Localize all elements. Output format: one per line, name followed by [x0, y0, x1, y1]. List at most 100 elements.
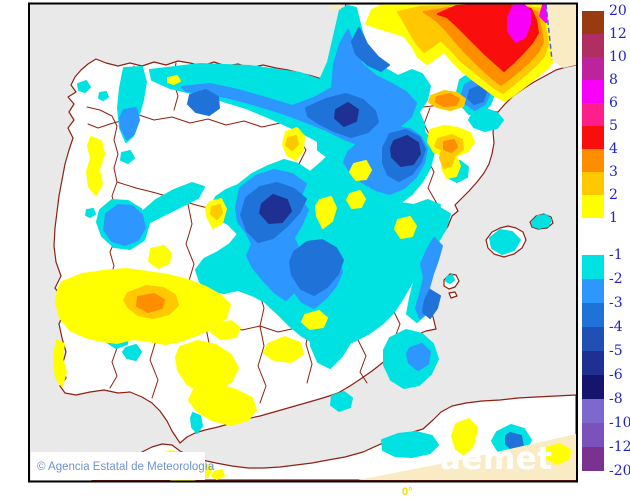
anomaly-blob — [351, 27, 390, 72]
colorbar-swatch — [582, 399, 604, 423]
out-of-domain-top-notch — [329, 4, 341, 10]
anomaly-blob — [190, 412, 203, 434]
colorbar-swatch — [582, 34, 604, 57]
colorbar-label: 8 — [609, 72, 618, 88]
anomaly-blob — [141, 182, 205, 224]
anomaly-blob — [210, 204, 223, 220]
credit-text: © Agencia Estatal de Meteorología — [37, 461, 215, 473]
anomaly-blob — [422, 289, 441, 319]
colorbar-label: -4 — [609, 319, 623, 335]
colorbar-label: -2 — [609, 271, 623, 287]
anomaly-blob — [53, 339, 67, 387]
colorbar-swatch — [582, 303, 604, 327]
anomaly-blob — [349, 160, 372, 181]
colorbar: 20 12 10 8 6 5 4 3 2 1 -1 -2 -3 -4 -5 -6 -8 -10 -12 -20 — [580, 0, 630, 500]
anomaly-blob — [187, 89, 220, 116]
colorbar-swatch — [582, 57, 604, 80]
colorbar-swatch — [582, 327, 604, 351]
anomaly-blob — [301, 310, 328, 330]
anomaly-blob — [136, 293, 165, 313]
colorbar-swatch — [582, 80, 604, 103]
anomaly-blob — [451, 418, 478, 457]
anomaly-blob — [285, 135, 299, 151]
anomaly-blob — [122, 344, 142, 361]
colorbar-swatch — [582, 255, 604, 279]
colorbar-label: -8 — [609, 391, 623, 407]
out-of-domain-top-right — [546, 4, 576, 68]
out-of-domain-regions — [329, 4, 576, 480]
formentera-island — [448, 291, 458, 299]
colorbar-label: -10 — [609, 415, 630, 431]
colorbar-swatch — [582, 279, 604, 303]
anomaly-blob — [507, 4, 531, 43]
province-border-line — [257, 325, 267, 404]
anomaly-blob — [315, 196, 337, 229]
anomaly-blob — [167, 75, 181, 85]
colorbar-label: 5 — [609, 118, 618, 134]
anomaly-blobs — [53, 4, 556, 481]
colorbar-swatch — [582, 103, 604, 126]
anomaly-blob — [85, 208, 96, 218]
colorbar-label: 20 — [609, 3, 627, 19]
colorbar-label: 6 — [609, 95, 618, 111]
province-border-line — [357, 339, 368, 384]
anomaly-blob — [77, 80, 91, 93]
colorbar-swatch — [582, 447, 604, 471]
colorbar-label: 4 — [609, 141, 618, 157]
colorbar-swatch — [582, 375, 604, 399]
anomaly-blob — [330, 391, 353, 412]
aemet-watermark: aemet — [440, 441, 553, 477]
colorbar-label: -6 — [609, 367, 623, 383]
anomaly-blob — [415, 237, 443, 319]
anomaly-blob — [148, 245, 172, 269]
domain-edge-dashed-line — [545, 4, 553, 61]
colorbar-label: -12 — [609, 439, 630, 455]
anomaly-blob — [381, 431, 439, 458]
colorbar-label: -1 — [609, 247, 623, 263]
anomaly-blob — [531, 214, 552, 229]
anomaly-blob — [489, 229, 521, 255]
anomaly-blob — [98, 91, 109, 101]
anomaly-blob — [334, 102, 359, 127]
anomaly-blob — [263, 336, 304, 363]
anomaly-blob — [120, 150, 135, 164]
africa-landmass — [91, 394, 576, 481]
out-of-domain-bottom-right — [358, 434, 576, 480]
anomaly-blob — [390, 135, 421, 167]
longitude-label: 0° — [402, 486, 413, 498]
colorbar-swatch — [582, 195, 604, 218]
map-frame — [28, 2, 578, 483]
anomaly-blob — [86, 136, 105, 196]
anomaly-blob — [346, 190, 366, 209]
anomaly-blob — [406, 343, 431, 371]
anomaly-blob — [211, 469, 225, 480]
credit-background — [31, 452, 205, 480]
anomaly-blob — [545, 443, 571, 465]
anomaly-blob — [445, 274, 455, 284]
anomaly-blob — [289, 239, 344, 296]
anomaly-blob — [259, 194, 292, 224]
anomaly-blob — [119, 107, 140, 140]
colorbar-label: -3 — [609, 295, 623, 311]
anomaly-blob — [103, 204, 146, 246]
colorbar-swatch — [582, 126, 604, 149]
colorbar-label: 3 — [609, 164, 618, 180]
colorbar-label: -5 — [609, 343, 623, 359]
credit-block: © Agencia Estatal de Meteorología — [31, 452, 215, 480]
colorbar-swatch — [582, 11, 604, 34]
colorbar-label: 2 — [609, 187, 618, 203]
colorbar-swatch — [582, 351, 604, 375]
anomaly-blob — [188, 383, 257, 426]
province-border-line — [135, 103, 293, 128]
colorbar-swatch — [582, 172, 604, 195]
anomaly-blob — [443, 139, 458, 153]
colorbar-label: 10 — [609, 49, 627, 65]
colorbar-label: -20 — [609, 463, 630, 479]
colorbar-swatch — [582, 149, 604, 172]
anomaly-blob — [435, 93, 460, 107]
anomaly-blob — [468, 108, 504, 132]
colorbar-label: 1 — [609, 210, 618, 226]
anomaly-blob — [394, 216, 417, 239]
